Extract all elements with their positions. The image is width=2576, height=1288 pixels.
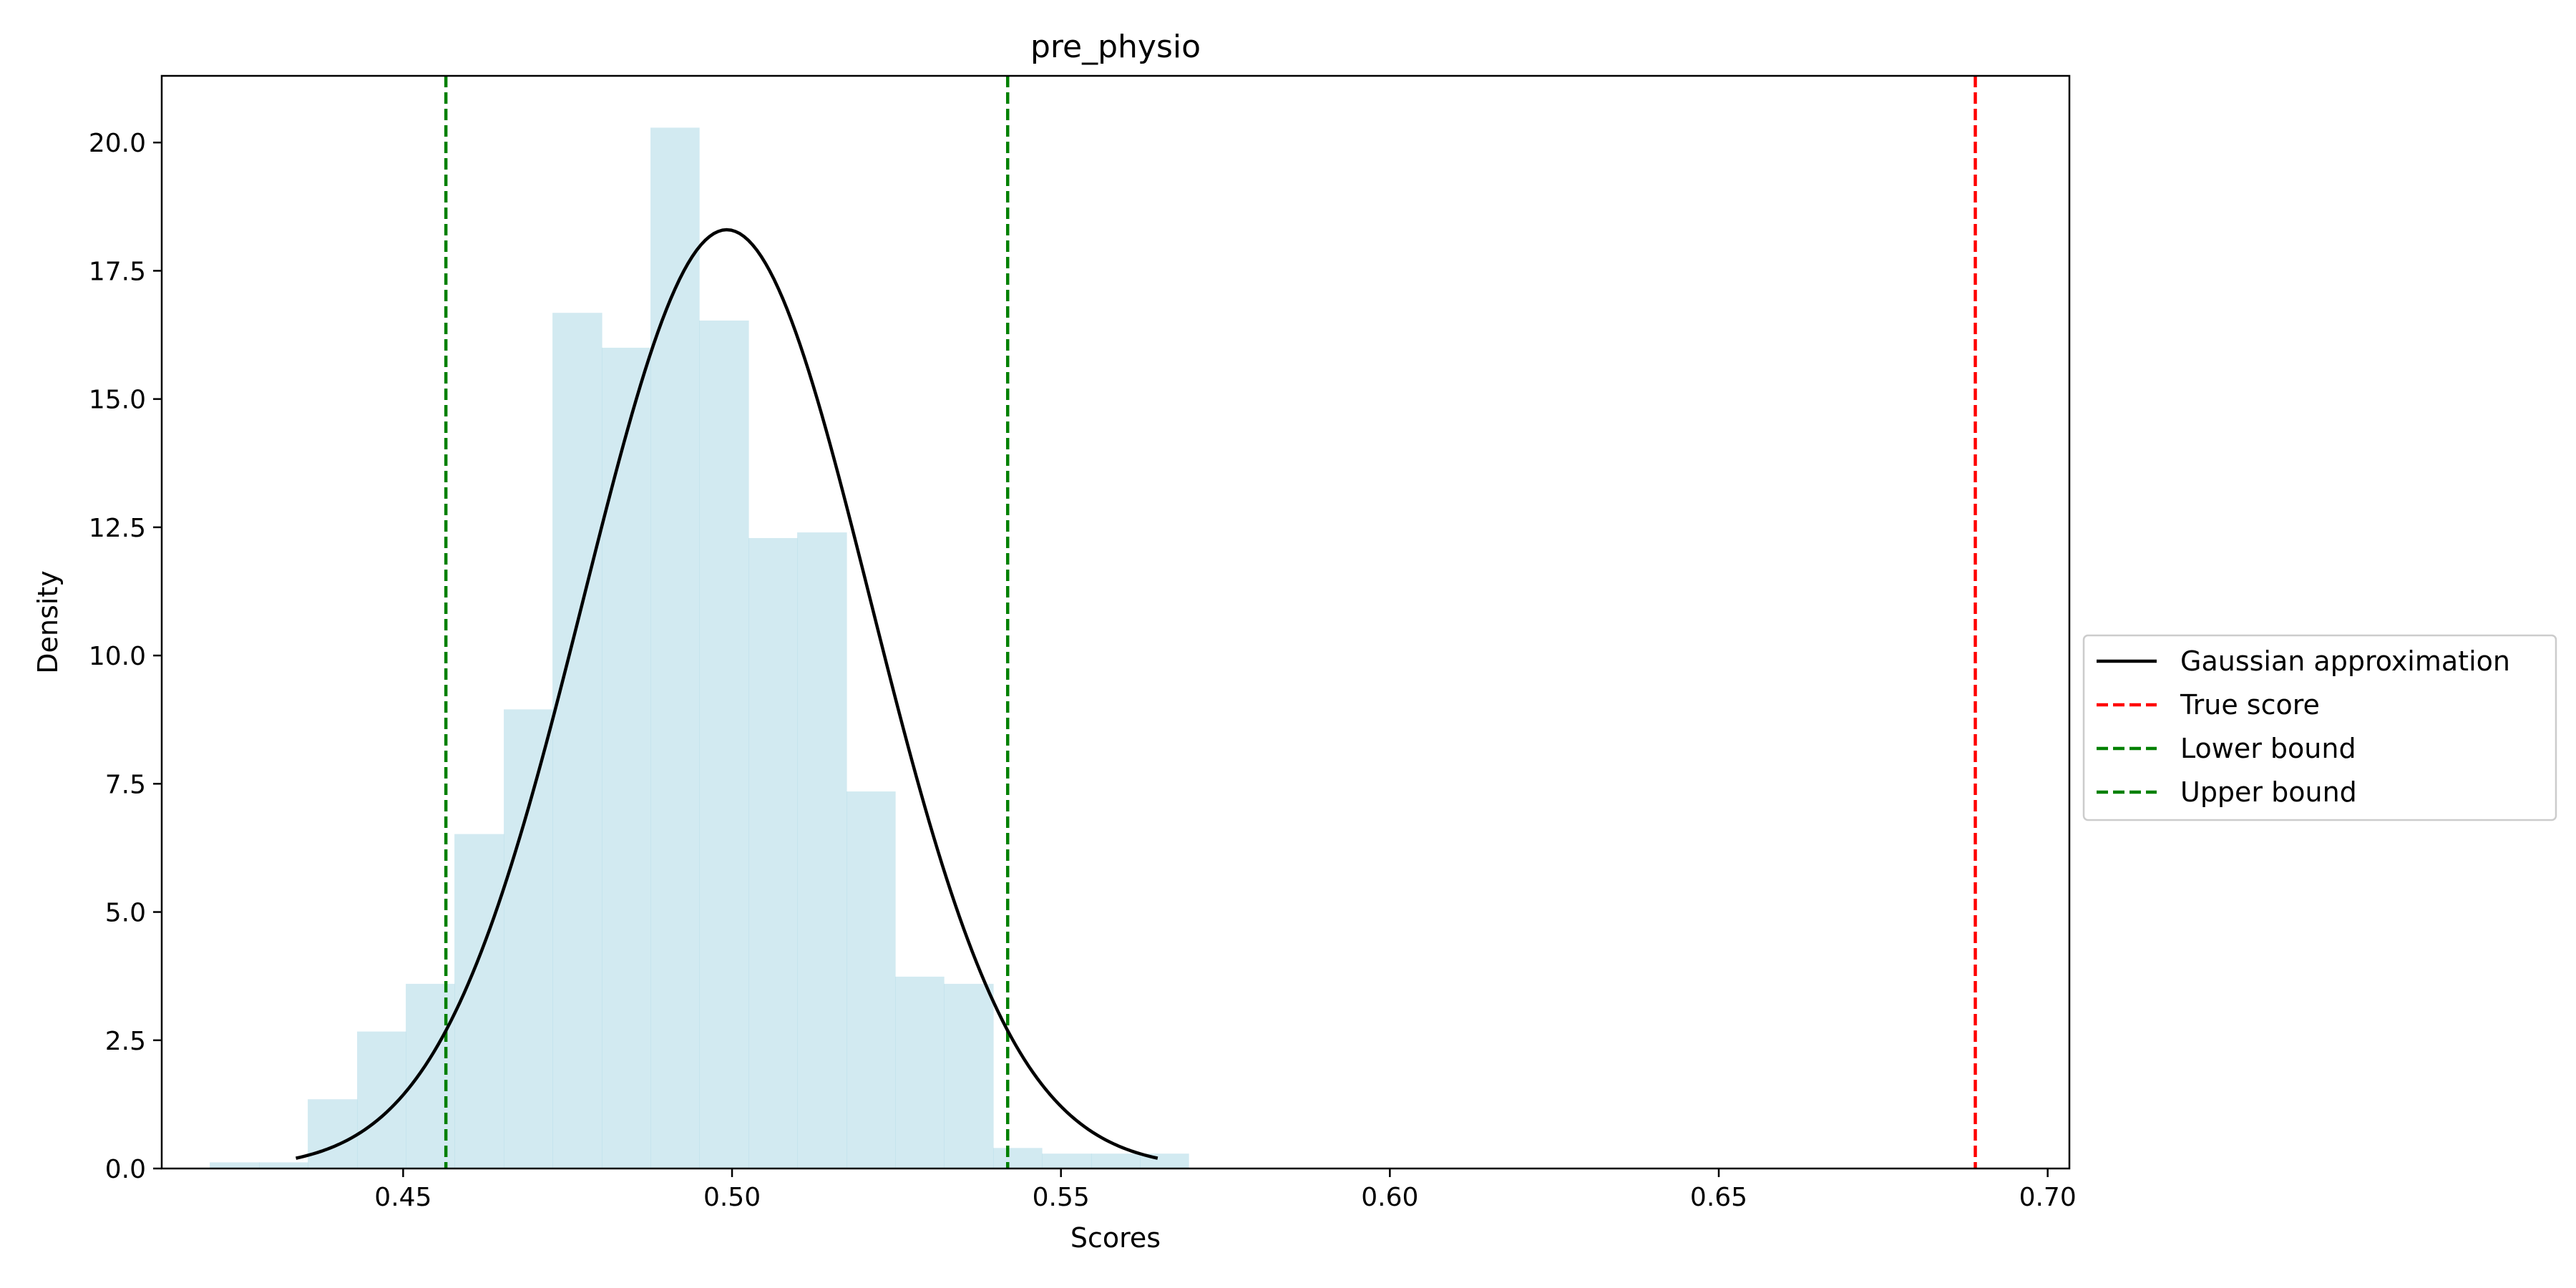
chart-title: pre_physio xyxy=(1030,29,1201,65)
y-tick-label: 17.5 xyxy=(89,257,146,286)
x-tick-label: 0.65 xyxy=(1690,1183,1747,1212)
x-tick-label: 0.70 xyxy=(2019,1183,2077,1212)
histogram-bar xyxy=(748,537,798,1169)
legend-label: True score xyxy=(2180,689,2320,721)
x-tick-label: 0.55 xyxy=(1033,1183,1090,1212)
x-axis-label: Scores xyxy=(1070,1222,1161,1254)
y-tick-label: 0.0 xyxy=(105,1155,146,1184)
y-axis-ticks: 0.0 2.5 5.0 7.5 10.0 12.5 15.0 17.5 20.0 xyxy=(89,129,162,1184)
histogram-bar xyxy=(944,983,994,1169)
y-tick-label: 7.5 xyxy=(105,770,146,799)
histogram-bar xyxy=(895,976,945,1169)
legend: Gaussian approximation True score Lower bo… xyxy=(2082,634,2557,821)
x-axis-ticks: 0.45 0.50 0.55 0.60 0.65 0.70 xyxy=(374,1169,2077,1212)
histogram-bar xyxy=(454,834,504,1169)
gaussian-approximation-line xyxy=(296,228,1158,1160)
histogram-bar xyxy=(259,1162,308,1169)
x-tick-label: 0.50 xyxy=(703,1183,761,1212)
reference-lines xyxy=(444,76,1977,1169)
legend-label: Gaussian approximation xyxy=(2180,645,2510,677)
histogram-bar xyxy=(650,127,700,1169)
y-tick-label: 20.0 xyxy=(89,129,146,158)
legend-label: Lower bound xyxy=(2180,733,2356,764)
histogram-bar xyxy=(552,313,602,1169)
y-axis-label: Density xyxy=(32,570,64,673)
histogram-bar xyxy=(699,320,749,1169)
histogram-bar xyxy=(797,532,847,1169)
histogram-bar xyxy=(847,791,896,1169)
y-tick-label: 5.0 xyxy=(105,899,146,928)
y-tick-label: 15.0 xyxy=(89,386,146,415)
histogram-bar xyxy=(1042,1153,1092,1169)
legend-label: Upper bound xyxy=(2180,776,2357,808)
histogram-bar xyxy=(602,347,651,1169)
y-tick-label: 12.5 xyxy=(89,514,146,543)
y-tick-label: 10.0 xyxy=(89,642,146,671)
histogram-bar xyxy=(308,1099,358,1169)
histogram-bar xyxy=(993,1148,1043,1169)
y-tick-label: 2.5 xyxy=(105,1027,146,1056)
legend-box xyxy=(2082,634,2557,821)
histogram-bar xyxy=(210,1162,260,1169)
x-tick-label: 0.45 xyxy=(374,1183,431,1212)
histogram-bar xyxy=(406,983,455,1169)
histogram-bar xyxy=(1091,1153,1141,1169)
histogram-bar xyxy=(504,709,553,1169)
x-tick-label: 0.60 xyxy=(1361,1183,1418,1212)
plot-frame xyxy=(160,74,2071,1170)
